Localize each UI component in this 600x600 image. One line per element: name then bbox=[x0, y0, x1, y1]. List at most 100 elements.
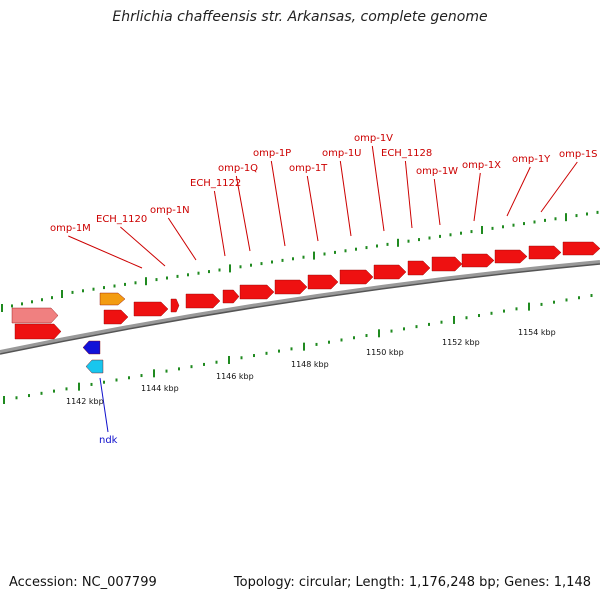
leader-line bbox=[99, 377, 109, 433]
genome-summary: Topology: circular; Length: 1,176,248 bp… bbox=[233, 575, 591, 590]
gene-label-ndk: ndk bbox=[99, 435, 118, 446]
gc-dot bbox=[103, 286, 105, 290]
gc-dot bbox=[1, 304, 3, 312]
leader-line bbox=[167, 217, 197, 261]
gc-dot bbox=[71, 290, 74, 294]
gc-dot bbox=[290, 347, 293, 351]
gene-arrow bbox=[82, 340, 101, 355]
gc-dot bbox=[465, 316, 468, 320]
gc-dot bbox=[215, 360, 218, 364]
gc-dot bbox=[418, 238, 420, 242]
gc-dot bbox=[540, 302, 543, 306]
gc-dot bbox=[178, 367, 180, 371]
kbp-tick-label: 1142 kbp bbox=[66, 397, 104, 406]
gene-track bbox=[11, 241, 600, 374]
gc-dot bbox=[544, 218, 546, 222]
gc-dot bbox=[565, 213, 567, 222]
gc-dot bbox=[439, 234, 441, 238]
gc-dot bbox=[61, 290, 63, 298]
kbp-tick-label: 1154 kbp bbox=[518, 328, 556, 337]
gc-dot bbox=[578, 296, 580, 300]
gc-dot bbox=[240, 356, 243, 360]
gc-dot bbox=[449, 233, 452, 237]
gc-dot bbox=[528, 302, 530, 311]
leader-line bbox=[473, 172, 481, 222]
gc-dot bbox=[78, 382, 80, 391]
leader-line bbox=[306, 175, 319, 242]
gc-dot bbox=[365, 334, 368, 338]
gene-label-omp-1m: omp-1M bbox=[50, 223, 91, 234]
genome-backbone bbox=[0, 260, 600, 354]
gc-dot bbox=[228, 355, 230, 364]
gc-dot bbox=[596, 210, 599, 214]
gc-dot bbox=[353, 336, 355, 340]
gene-arrow bbox=[185, 293, 221, 309]
kbp-tick-label: 1152 kbp bbox=[442, 338, 480, 347]
gc-dot bbox=[65, 387, 68, 391]
gene-label-omp-1y: omp-1Y bbox=[512, 154, 551, 165]
gc-dot bbox=[3, 396, 5, 404]
gene-arrow bbox=[170, 298, 180, 313]
gc-dot bbox=[428, 236, 431, 240]
gc-dot bbox=[140, 374, 143, 378]
gc-dot bbox=[470, 230, 473, 234]
gc-dot bbox=[440, 320, 443, 324]
gene-label-omp-1x: omp-1X bbox=[462, 160, 501, 171]
gc-dot bbox=[365, 246, 368, 250]
leader-line bbox=[371, 145, 385, 232]
gc-dot bbox=[239, 265, 242, 269]
gene-label-omp-1p: omp-1P bbox=[253, 148, 291, 159]
gc-dot bbox=[502, 225, 504, 229]
gene-arrow bbox=[407, 260, 431, 276]
gc-dot bbox=[344, 249, 347, 253]
gene-arrow bbox=[222, 289, 240, 304]
gene-arrow bbox=[339, 269, 374, 285]
kbp-tick-label: 1148 kbp bbox=[291, 360, 329, 369]
leader-line bbox=[68, 235, 143, 269]
gc-dot bbox=[376, 244, 378, 248]
gc-dot bbox=[113, 284, 116, 288]
gene-arrow bbox=[11, 307, 59, 324]
gene-arrow bbox=[133, 301, 169, 317]
gene-arrow bbox=[99, 292, 126, 306]
gene-arrow bbox=[85, 359, 104, 374]
gc-dot bbox=[460, 231, 462, 235]
gc-dot bbox=[523, 222, 525, 226]
gc-dot bbox=[51, 296, 53, 300]
gc-dot bbox=[253, 354, 255, 358]
gc-dot bbox=[490, 311, 493, 315]
gc-dot bbox=[124, 282, 126, 286]
gc-dot bbox=[103, 380, 105, 384]
gc-dot bbox=[478, 314, 480, 318]
gc-dot bbox=[315, 342, 318, 346]
gc-dot bbox=[115, 378, 118, 382]
gene-arrow bbox=[528, 245, 562, 260]
gc-dot bbox=[575, 214, 578, 218]
gc-dot bbox=[145, 277, 147, 286]
gene-arrow bbox=[373, 264, 407, 280]
gc-dot bbox=[155, 278, 158, 282]
gc-dot bbox=[190, 365, 193, 369]
leader-line bbox=[540, 161, 578, 213]
gene-label-omp-1q: omp-1Q bbox=[218, 163, 258, 174]
gene-arrow bbox=[494, 249, 528, 264]
gc-dot bbox=[92, 287, 95, 291]
gene-label-omp-1s: omp-1S bbox=[559, 149, 598, 160]
gene-label-omp-1w: omp-1W bbox=[416, 166, 458, 177]
kbp-tick-label: 1146 kbp bbox=[216, 372, 254, 381]
gc-dot bbox=[403, 327, 405, 331]
gene-arrow bbox=[14, 323, 62, 340]
gc-dot bbox=[340, 338, 343, 342]
leader-line bbox=[270, 160, 286, 247]
kbp-tick-label: 1150 kbp bbox=[366, 348, 404, 357]
gc-track bbox=[1, 210, 599, 404]
accession-text: Accession: NC_007799 bbox=[9, 575, 157, 590]
gc-dot bbox=[586, 212, 588, 216]
gene-arrow bbox=[103, 309, 129, 325]
gc-dot bbox=[378, 329, 380, 338]
gene-arrow bbox=[461, 253, 495, 268]
gc-dot bbox=[218, 268, 221, 272]
leader-line bbox=[506, 166, 531, 217]
gc-dot bbox=[328, 340, 330, 344]
